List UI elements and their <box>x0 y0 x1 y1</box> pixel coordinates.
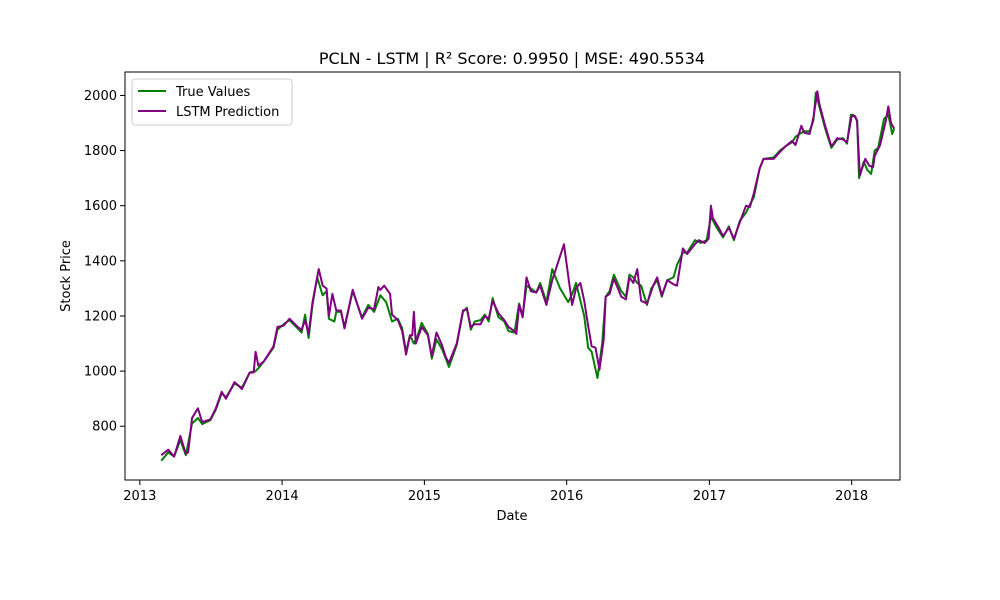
legend-box <box>131 78 293 126</box>
y-tick-label-1000: 1000 <box>84 365 117 380</box>
y-tick-label-1800: 1800 <box>84 144 117 159</box>
y-axis-label: Stock Price <box>59 240 74 312</box>
y-tick-label-1400: 1400 <box>84 254 117 269</box>
y-tick-label-1200: 1200 <box>84 309 117 324</box>
legend-label-lstm-prediction: LSTM Prediction <box>176 105 279 120</box>
legend: True Values LSTM Prediction <box>131 78 293 126</box>
y-axis: 800 1000 1200 1400 1600 1800 2000 <box>84 89 125 435</box>
x-tick-label-2018: 2018 <box>835 489 868 504</box>
x-tick-label-2015: 2015 <box>408 489 441 504</box>
y-tick-label-1600: 1600 <box>84 199 117 214</box>
x-tick-label-2014: 2014 <box>266 489 299 504</box>
series-layer <box>160 90 896 462</box>
chart-title: PCLN - LSTM | R² Score: 0.9950 | MSE: 49… <box>319 49 705 68</box>
x-tick-label-2013: 2013 <box>123 489 156 504</box>
y-tick-label-2000: 2000 <box>84 89 117 104</box>
x-axis-label: Date <box>496 509 527 524</box>
x-tick-label-2017: 2017 <box>693 489 726 504</box>
x-tick-label-2016: 2016 <box>550 489 583 504</box>
y-tick-label-800: 800 <box>92 420 117 435</box>
series-line-lstm-prediction <box>160 90 896 458</box>
legend-label-true-values: True Values <box>175 85 250 100</box>
plot-area <box>160 90 896 462</box>
x-axis: 2013 2014 2015 2016 2017 2018 <box>123 480 868 504</box>
plot-frame <box>124 71 901 481</box>
